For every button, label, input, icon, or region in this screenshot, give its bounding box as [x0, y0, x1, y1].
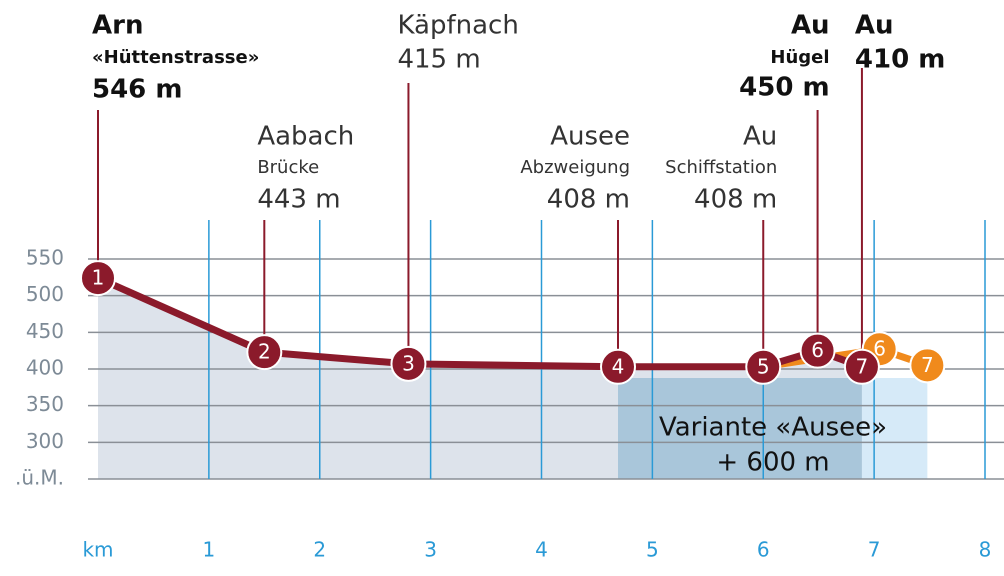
station-name: Au — [791, 11, 830, 41]
station-name: Arn — [92, 11, 143, 41]
station-sub: «Hüttenstrasse» — [92, 47, 259, 68]
point-label: 2 — [258, 340, 271, 364]
x-tick-label: 3 — [424, 538, 437, 562]
x-tick-label: 8 — [979, 538, 992, 562]
x-tick-label: 5 — [646, 538, 659, 562]
y-tick-label: 400 — [26, 356, 64, 380]
x-tick-label: 4 — [535, 538, 548, 562]
point-label: 4 — [612, 354, 625, 378]
station-elevation: 415 m — [397, 45, 480, 75]
station-elevation: 408 m — [547, 185, 630, 215]
y-tick-label: 450 — [26, 319, 64, 343]
point — [799, 332, 836, 369]
station-elevation: 450 m — [739, 73, 829, 103]
point-label: 3 — [402, 351, 415, 375]
point — [843, 348, 880, 385]
point — [745, 348, 782, 385]
y-tick-label: 300 — [26, 429, 64, 453]
point — [390, 345, 427, 382]
y-tick-label: .ü.M. — [15, 466, 64, 490]
variant-area — [618, 378, 862, 479]
point-label: 7 — [921, 353, 934, 377]
station-name: Au — [855, 11, 894, 41]
station-sub: Hügel — [770, 47, 829, 68]
station-elevation: 408 m — [694, 185, 777, 215]
x-tick-label: 6 — [757, 538, 770, 562]
point — [246, 334, 283, 371]
y-tick-label: 500 — [26, 282, 64, 306]
point-label: 5 — [757, 354, 770, 378]
point — [909, 347, 946, 384]
x-tick-label: 7 — [868, 538, 881, 562]
x-tick-label: km — [82, 538, 113, 562]
station-sub: Brücke — [257, 157, 319, 178]
x-tick-label: 2 — [313, 538, 326, 562]
station-elevation: 546 m — [92, 75, 182, 105]
y-tick-label: 350 — [26, 392, 64, 416]
y-tick-label: 550 — [26, 246, 64, 270]
point-label: 6 — [811, 338, 824, 362]
x-tick-label: 1 — [203, 538, 216, 562]
point-label: 7 — [856, 354, 869, 378]
variant-title: Variante «Ausee» — [659, 413, 887, 443]
station-name: Aabach — [257, 122, 354, 152]
point-label: 1 — [92, 266, 105, 290]
point — [80, 260, 116, 297]
station-name: Ausee — [550, 122, 630, 152]
station-sub: Schiffstation — [665, 157, 777, 178]
point-label: 6 — [873, 337, 886, 361]
variant-area-extra — [861, 378, 928, 479]
station-name: Käpfnach — [397, 11, 518, 41]
point — [600, 348, 637, 385]
station-elevation: 443 m — [257, 185, 340, 215]
station-name: Au — [743, 122, 777, 152]
station-sub: Abzweigung — [520, 157, 630, 178]
variant-extra: + 600 m — [716, 448, 829, 478]
station-elevation: 410 m — [855, 45, 945, 75]
